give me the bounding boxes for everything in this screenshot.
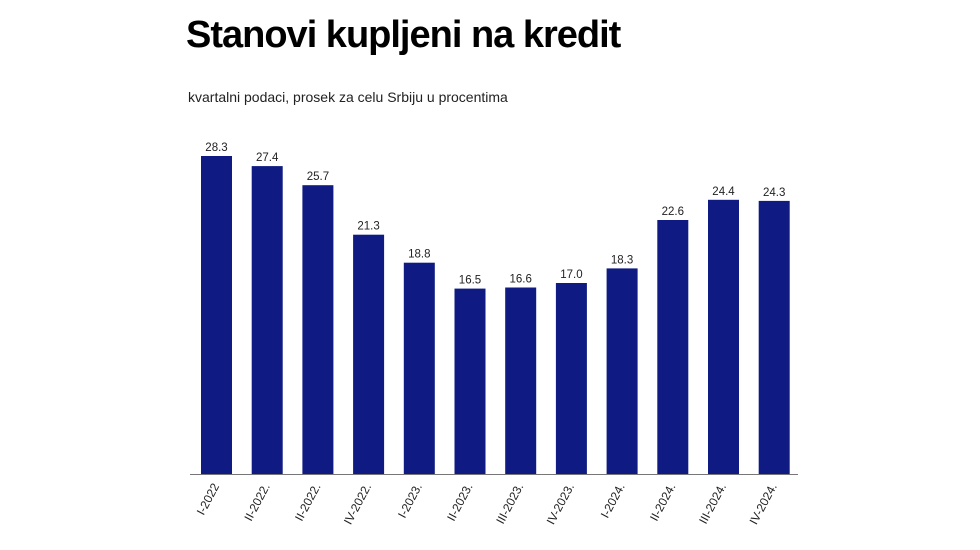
bar-value-label-10: 22.6 <box>662 206 684 218</box>
bar-value-label-3: 25.7 <box>307 171 329 183</box>
bar-1 <box>201 156 232 474</box>
bar-value-label-9: 18.3 <box>611 254 633 266</box>
bar-2 <box>251 166 283 474</box>
bar-value-label-6: 16.5 <box>459 275 481 287</box>
x-tick-label-9: I-2024. <box>598 481 628 521</box>
x-tick-label-4: IV-2022. <box>341 481 374 527</box>
x-tick-label-7: III-2023. <box>493 481 526 526</box>
x-tick-label-8: IV-2023. <box>544 481 577 527</box>
bar-5 <box>403 262 435 474</box>
bar-value-label-11: 24.4 <box>712 186 735 198</box>
bar-value-label-8: 17.0 <box>560 269 582 281</box>
x-tick-label-6: II-2023. <box>444 481 475 524</box>
chart-title: Stanovi kupljeni na kredit <box>186 14 621 56</box>
bar-6 <box>454 288 486 474</box>
bar-8 <box>555 283 587 474</box>
bar-value-label-5: 18.8 <box>408 249 430 261</box>
bar-value-label-12: 24.3 <box>763 187 785 199</box>
x-tick-label-5: I-2023. <box>395 481 425 521</box>
bar-4 <box>353 234 385 474</box>
x-tick-label-12: IV-2024. <box>747 481 780 527</box>
x-tick-label-10: II-2024. <box>647 481 678 524</box>
bar-9 <box>606 268 638 474</box>
bar-value-label-1: 28.3 <box>205 142 227 154</box>
x-tick-label-11: III-2024. <box>696 481 729 526</box>
bar-3 <box>302 185 334 474</box>
chart-subtitle: kvartalni podaci, prosek za celu Srbiju … <box>188 89 508 105</box>
x-tick-label-1: I-2022 <box>194 481 222 518</box>
bar-value-label-7: 16.6 <box>510 274 532 286</box>
bar-11 <box>708 199 739 475</box>
bar-value-label-2: 27.4 <box>256 152 279 164</box>
x-tick-label-3: II-2022. <box>292 481 323 524</box>
bar-12 <box>758 200 790 474</box>
bar-10 <box>657 220 689 474</box>
bar-7 <box>505 287 537 474</box>
bar-value-label-4: 21.3 <box>357 221 379 233</box>
x-tick-label-2: II-2022. <box>241 481 272 524</box>
